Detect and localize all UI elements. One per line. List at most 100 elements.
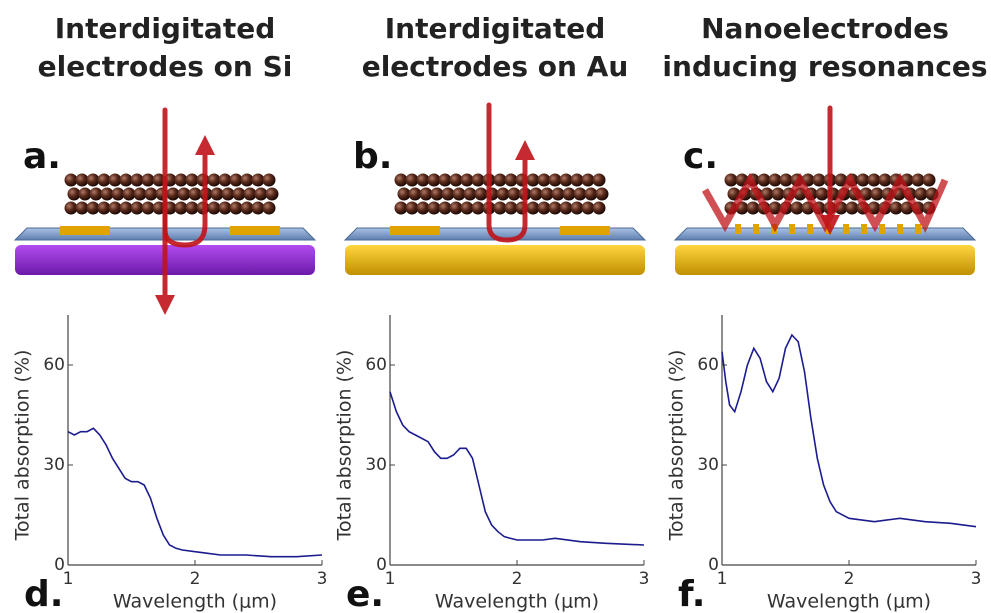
atom bbox=[548, 173, 562, 187]
atom bbox=[174, 173, 188, 187]
electrode bbox=[390, 226, 440, 235]
atom bbox=[229, 173, 243, 187]
atom bbox=[405, 201, 419, 215]
atom bbox=[570, 173, 584, 187]
panel-letter: e. bbox=[346, 574, 384, 613]
y-tick-label: 60 bbox=[697, 355, 719, 375]
atom bbox=[97, 201, 111, 215]
atom bbox=[463, 187, 477, 201]
illustration bbox=[673, 105, 977, 275]
x-tick-label: 3 bbox=[971, 569, 982, 589]
data-line bbox=[67, 427, 323, 558]
substrate bbox=[675, 245, 975, 275]
atom bbox=[757, 173, 771, 187]
atom bbox=[188, 187, 202, 201]
x-tick-label: 3 bbox=[317, 569, 328, 589]
atom bbox=[581, 173, 595, 187]
data-line bbox=[721, 333, 977, 528]
atom bbox=[768, 173, 782, 187]
atom bbox=[551, 187, 565, 201]
atom bbox=[584, 187, 598, 201]
atom bbox=[416, 173, 430, 187]
atom bbox=[771, 187, 785, 201]
electrode bbox=[560, 226, 610, 235]
light-arrow bbox=[162, 135, 215, 248]
atom bbox=[526, 201, 540, 215]
atom bbox=[141, 173, 155, 187]
panel-letter: c. bbox=[683, 136, 718, 177]
atom bbox=[724, 173, 738, 187]
nanoelectrode bbox=[753, 224, 759, 234]
x-tick-label: 1 bbox=[63, 569, 74, 589]
atom bbox=[119, 201, 133, 215]
atom bbox=[394, 201, 408, 215]
atom bbox=[815, 187, 829, 201]
atom bbox=[210, 187, 224, 201]
y-tick-label: 30 bbox=[43, 455, 65, 475]
atom bbox=[78, 187, 92, 201]
atom bbox=[397, 187, 411, 201]
atom bbox=[240, 201, 254, 215]
atom bbox=[548, 201, 562, 215]
atom bbox=[405, 173, 419, 187]
atom bbox=[232, 187, 246, 201]
atom bbox=[218, 201, 232, 215]
atom bbox=[427, 201, 441, 215]
atom bbox=[152, 173, 166, 187]
atom bbox=[174, 201, 188, 215]
atom bbox=[218, 173, 232, 187]
atom bbox=[449, 201, 463, 215]
atom bbox=[152, 201, 166, 215]
y-tick-label: 30 bbox=[365, 455, 387, 475]
y-tick-label: 0 bbox=[376, 555, 387, 575]
atom bbox=[493, 201, 507, 215]
atom bbox=[507, 187, 521, 201]
atom bbox=[430, 187, 444, 201]
atom bbox=[559, 201, 573, 215]
atom bbox=[856, 173, 870, 187]
atom bbox=[122, 187, 136, 201]
atom bbox=[166, 187, 180, 201]
atom bbox=[408, 187, 422, 201]
atom bbox=[438, 173, 452, 187]
data-line bbox=[389, 391, 645, 546]
atom bbox=[922, 173, 936, 187]
atom bbox=[86, 201, 100, 215]
x-axis-label: Wavelength (μm) bbox=[113, 591, 277, 613]
atom bbox=[130, 173, 144, 187]
atom bbox=[471, 201, 485, 215]
atom bbox=[529, 187, 543, 201]
atom bbox=[144, 187, 158, 201]
atom bbox=[265, 187, 279, 201]
atom bbox=[64, 201, 78, 215]
atom bbox=[75, 201, 89, 215]
atom bbox=[537, 173, 551, 187]
atom bbox=[460, 201, 474, 215]
atom bbox=[496, 187, 510, 201]
nanoelectrode bbox=[789, 224, 795, 234]
atom bbox=[221, 187, 235, 201]
atom bbox=[130, 201, 144, 215]
atom bbox=[573, 187, 587, 201]
atom bbox=[108, 201, 122, 215]
atom bbox=[592, 173, 606, 187]
x-tick-label: 1 bbox=[717, 569, 728, 589]
x-axis-label: Wavelength (μm) bbox=[435, 591, 599, 613]
atom bbox=[262, 201, 276, 215]
atom bbox=[67, 187, 81, 201]
atom bbox=[240, 173, 254, 187]
atom bbox=[504, 201, 518, 215]
column-title: inducing resonances bbox=[662, 50, 987, 83]
y-axis-label: Total absorption (%) bbox=[666, 350, 688, 542]
nanoelectrode bbox=[861, 224, 867, 234]
atom bbox=[581, 201, 595, 215]
nanoelectrode bbox=[735, 224, 741, 234]
nanoelectrode bbox=[915, 224, 921, 234]
atom bbox=[746, 201, 760, 215]
atom bbox=[262, 173, 276, 187]
atom bbox=[870, 187, 884, 201]
panel-letter: b. bbox=[353, 136, 392, 177]
atom bbox=[441, 187, 455, 201]
panel-letter: f. bbox=[678, 574, 705, 613]
atom bbox=[559, 173, 573, 187]
